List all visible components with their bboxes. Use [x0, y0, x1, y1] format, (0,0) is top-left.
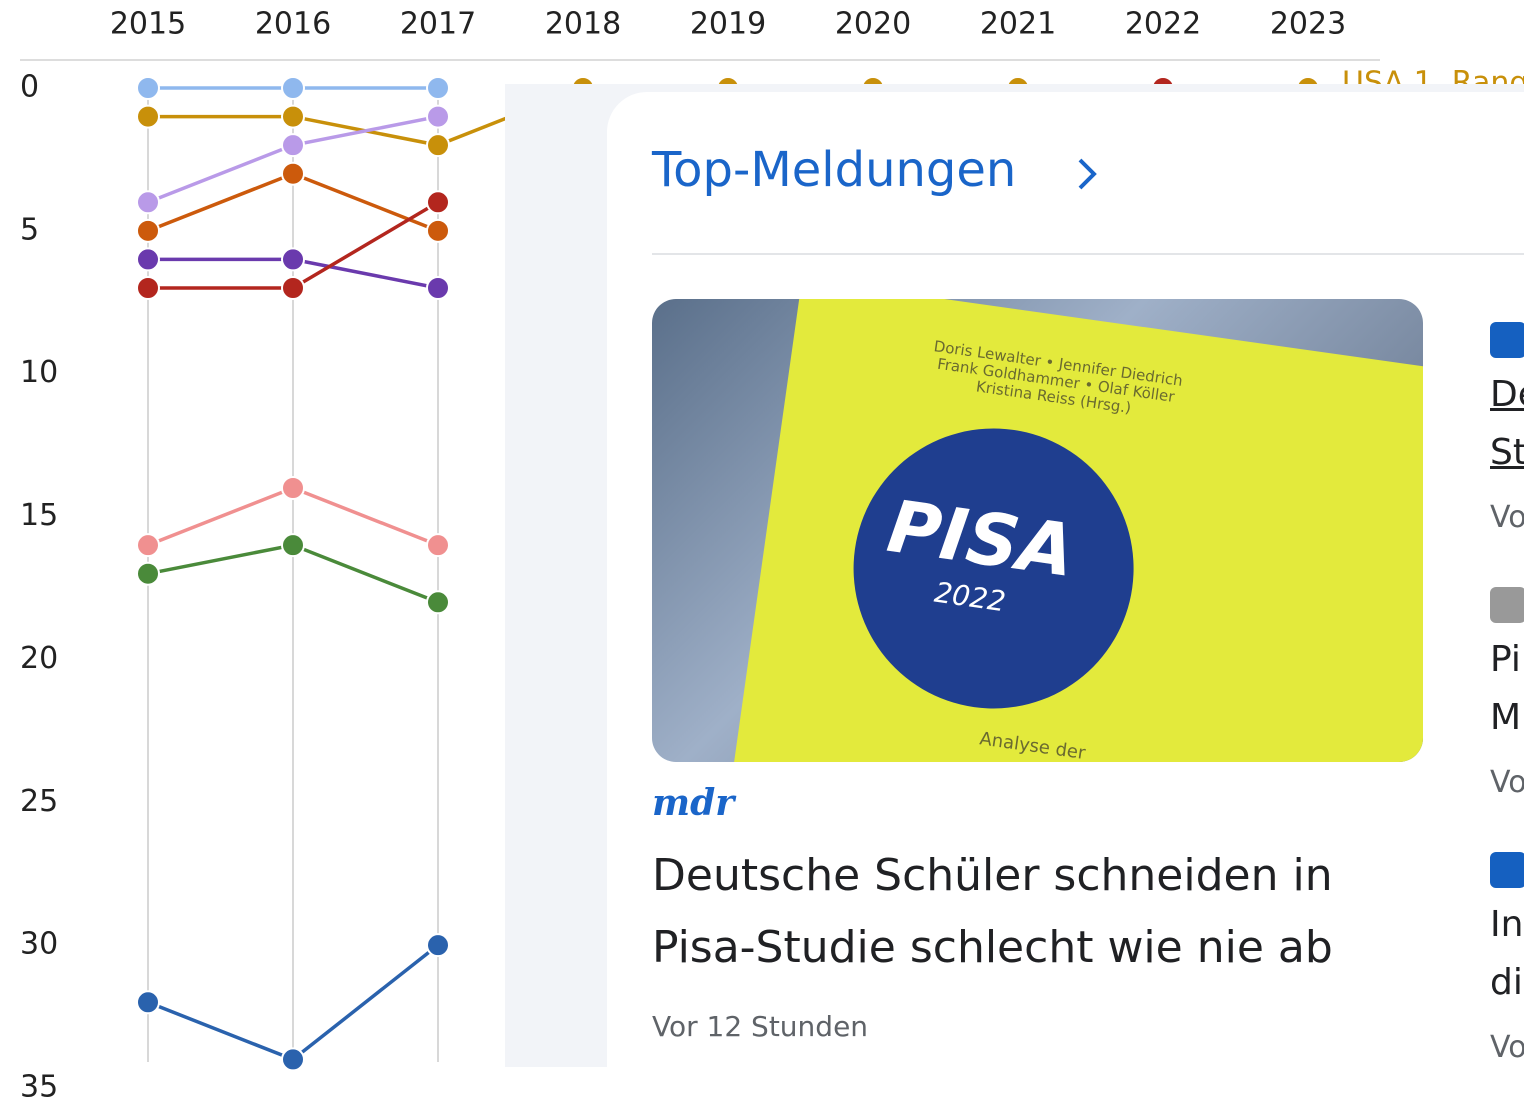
heading[interactable]: Top-Meldungen: [652, 142, 1016, 198]
x-tick-label: 2017: [400, 7, 476, 42]
y-tick-label: 35: [20, 1070, 58, 1104]
series-point: [282, 248, 304, 270]
x-tick-label: 2018: [545, 7, 621, 42]
y-tick-label: 25: [20, 784, 58, 819]
series-point: [427, 106, 449, 128]
x-tick-label: 2022: [1125, 7, 1201, 42]
pisa-logo: PISA: [883, 484, 1080, 593]
series-point: [137, 77, 159, 99]
series-point: [137, 191, 159, 213]
series-point: [137, 248, 159, 270]
series-point: [282, 277, 304, 299]
series-point: [427, 591, 449, 613]
series-point: [427, 220, 449, 242]
series-point: [137, 106, 159, 128]
series-point: [137, 534, 159, 556]
series-point: [427, 277, 449, 299]
y-tick-label: 0: [20, 70, 39, 105]
x-tick-label: 2019: [690, 7, 766, 42]
side-title[interactable]: M: [1490, 697, 1521, 738]
x-tick-label: 2023: [1270, 7, 1346, 42]
series-point: [427, 77, 449, 99]
series-point: [137, 220, 159, 242]
pisa-badge: PISA 2022: [835, 410, 1151, 726]
series-point: [427, 934, 449, 956]
source-icon: [1490, 852, 1524, 888]
y-tick-label: 20: [20, 641, 58, 676]
series-point: [282, 77, 304, 99]
time: Vor 12 Stunden: [652, 1010, 868, 1043]
y-tick-label: 30: [20, 927, 58, 962]
x-tick-label: 2015: [110, 7, 186, 42]
x-tick-label: 2016: [255, 7, 331, 42]
side-title[interactable]: St: [1490, 432, 1524, 473]
series-point: [137, 563, 159, 585]
y-tick-label: 15: [20, 498, 58, 533]
series-point: [427, 134, 449, 156]
side-time: Vo: [1490, 500, 1524, 535]
side-title[interactable]: di: [1490, 962, 1523, 1003]
news-panel: Top-Meldungen Doris Lewalter • Jennifer …: [505, 84, 1524, 1067]
series-point: [282, 163, 304, 185]
source-icon: [1490, 587, 1524, 623]
series-point: [137, 277, 159, 299]
series-point: [427, 191, 449, 213]
booklet-footer: Analyse der: [978, 728, 1086, 762]
series-point: [282, 534, 304, 556]
y-tick-label: 5: [20, 212, 39, 247]
series-point: [282, 477, 304, 499]
series-point: [282, 134, 304, 156]
series-point: [282, 1048, 304, 1070]
source-icon: [1490, 322, 1524, 358]
x-tick-label: 2020: [835, 7, 911, 42]
headline[interactable]: Deutsche Schüler schneiden in Pisa-Studi…: [652, 840, 1442, 984]
x-tick-label: 2021: [980, 7, 1056, 42]
side-time: Vo: [1490, 1030, 1524, 1065]
y-tick-label: 10: [20, 355, 58, 390]
news-image[interactable]: Doris Lewalter • Jennifer Diedrich Frank…: [652, 299, 1423, 762]
side-title[interactable]: In: [1490, 904, 1523, 945]
source-logo: mdr: [652, 782, 734, 824]
side-title[interactable]: De: [1490, 374, 1524, 415]
news-card: Top-Meldungen Doris Lewalter • Jennifer …: [607, 92, 1524, 1067]
page: 2015201620172018201920202021202220230510…: [0, 0, 1524, 1104]
side-title[interactable]: Pi: [1490, 639, 1521, 680]
authors: Doris Lewalter • Jennifer Diedrich Frank…: [928, 338, 1184, 423]
chevron[interactable]: [1072, 154, 1102, 194]
booklet: Doris Lewalter • Jennifer Diedrich Frank…: [716, 299, 1423, 762]
side-time: Vo: [1490, 765, 1524, 800]
series-point: [427, 534, 449, 556]
divider: [652, 253, 1524, 255]
series-point: [282, 106, 304, 128]
series-point: [137, 991, 159, 1013]
